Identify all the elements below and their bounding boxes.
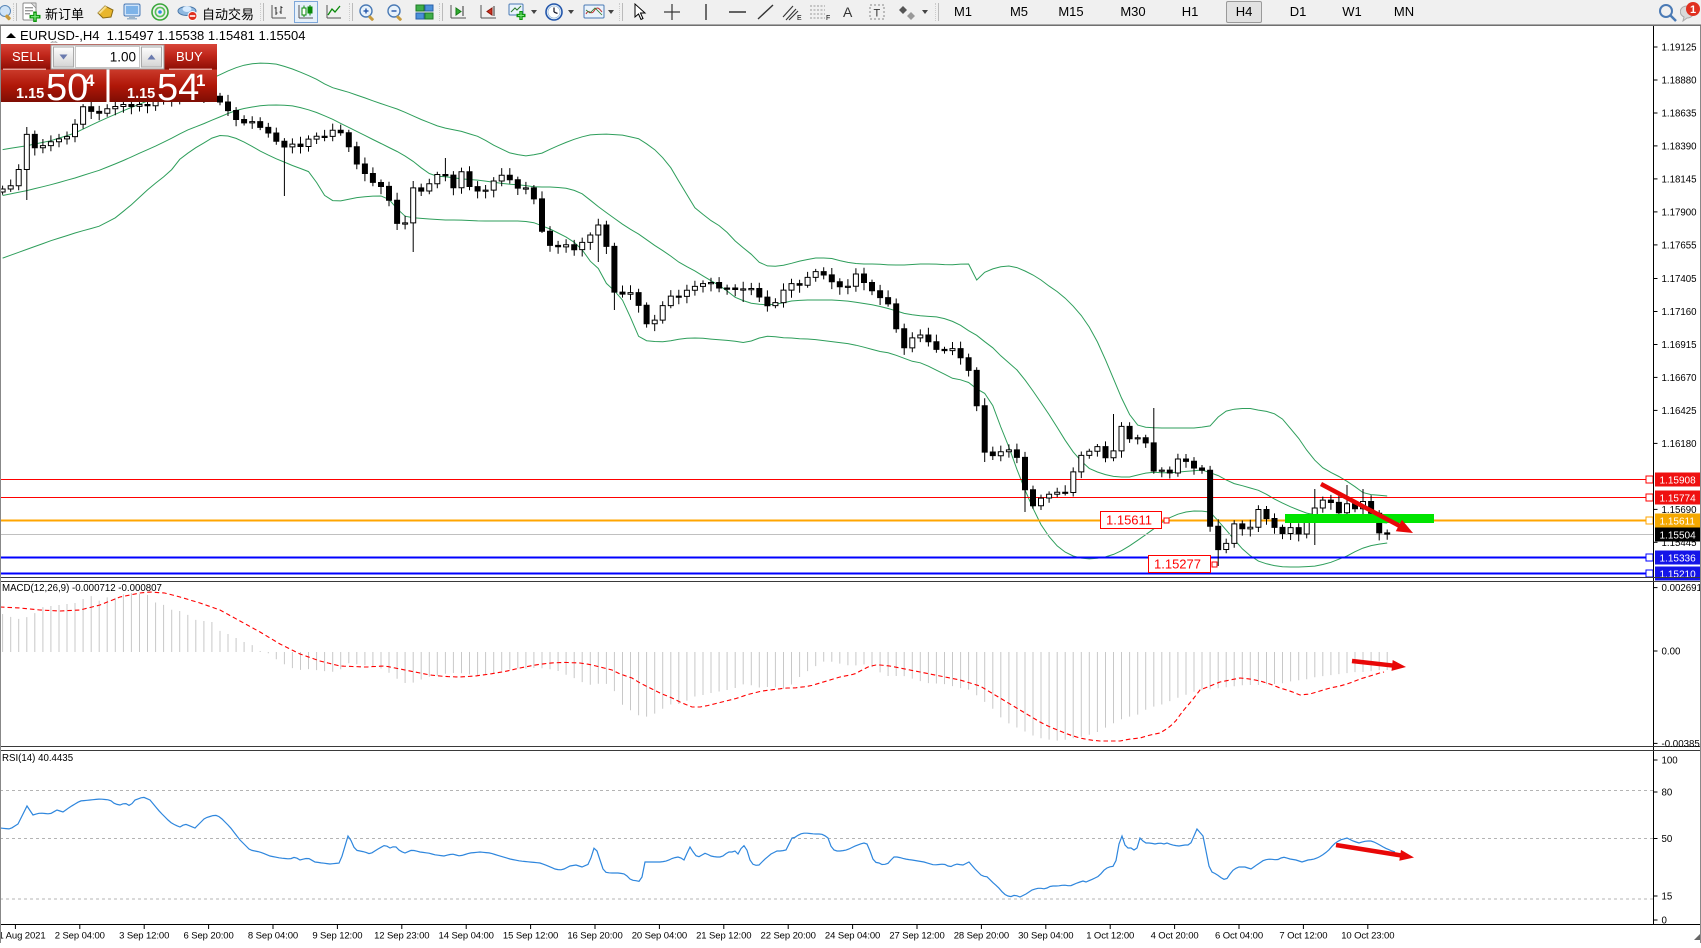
- svg-text:MACD(12,26,9) -0.000712 -0.000: MACD(12,26,9) -0.000712 -0.000807: [2, 583, 162, 594]
- svg-text:1.16915: 1.16915: [1662, 340, 1697, 351]
- svg-text:1.16180: 1.16180: [1662, 439, 1698, 450]
- svg-text:22 Sep 20:00: 22 Sep 20:00: [761, 931, 816, 942]
- svg-text:1.18390: 1.18390: [1662, 141, 1698, 152]
- svg-text:1.15504: 1.15504: [1660, 531, 1697, 542]
- svg-text:20 Sep 04:00: 20 Sep 04:00: [632, 931, 687, 942]
- svg-text:14 Sep 04:00: 14 Sep 04:00: [439, 931, 494, 942]
- svg-text:1.15611: 1.15611: [1660, 517, 1696, 528]
- svg-text:1.19125: 1.19125: [1662, 43, 1697, 54]
- svg-text:28 Sep 20:00: 28 Sep 20:00: [954, 931, 1009, 942]
- svg-text:2 Sep 04:00: 2 Sep 04:00: [55, 931, 105, 942]
- svg-text:1.15908: 1.15908: [1660, 476, 1697, 487]
- svg-text:1.17160: 1.17160: [1662, 307, 1698, 318]
- svg-text:E: E: [797, 15, 802, 21]
- svg-text:1.15611: 1.15611: [1106, 513, 1152, 528]
- svg-text:-0.00385: -0.00385: [1662, 739, 1700, 750]
- svg-text:1.15336: 1.15336: [1660, 554, 1697, 565]
- svg-text:8 Sep 04:00: 8 Sep 04:00: [248, 931, 298, 942]
- svg-text:3 Sep 12:00: 3 Sep 12:00: [119, 931, 169, 942]
- svg-text:1.15210: 1.15210: [1660, 570, 1697, 581]
- svg-text:0: 0: [1662, 916, 1668, 927]
- svg-text:50: 50: [1662, 834, 1673, 845]
- svg-text:1.15277: 1.15277: [1154, 557, 1201, 572]
- svg-text:9 Sep 12:00: 9 Sep 12:00: [312, 931, 362, 942]
- svg-text:1: 1: [1690, 4, 1696, 16]
- svg-text:1.17900: 1.17900: [1662, 207, 1698, 218]
- svg-text:4: 4: [85, 71, 95, 90]
- svg-text:1.18880: 1.18880: [1662, 76, 1698, 87]
- svg-text:SELL: SELL: [12, 49, 44, 64]
- svg-text:F: F: [826, 15, 830, 21]
- svg-text:1.18635: 1.18635: [1662, 109, 1697, 120]
- svg-text:24 Sep 04:00: 24 Sep 04:00: [825, 931, 880, 942]
- svg-text:1.15: 1.15: [16, 86, 44, 102]
- svg-text:1 Oct 12:00: 1 Oct 12:00: [1086, 931, 1134, 942]
- svg-text:100: 100: [1662, 756, 1679, 767]
- svg-text:1.16425: 1.16425: [1662, 406, 1697, 417]
- svg-text:RSI(14) 40.4435: RSI(14) 40.4435: [2, 753, 73, 764]
- svg-text:21 Sep 12:00: 21 Sep 12:00: [696, 931, 751, 942]
- svg-text:10 Oct 23:00: 10 Oct 23:00: [1341, 931, 1394, 942]
- svg-text:1.18145: 1.18145: [1662, 174, 1697, 185]
- svg-text:1.17405: 1.17405: [1662, 274, 1697, 285]
- svg-text:6 Oct 04:00: 6 Oct 04:00: [1215, 931, 1263, 942]
- svg-text:31 Aug 2021: 31 Aug 2021: [0, 931, 46, 942]
- svg-text:15: 15: [1662, 892, 1673, 903]
- svg-text:4 Oct 20:00: 4 Oct 20:00: [1151, 931, 1199, 942]
- svg-text:6 Sep 20:00: 6 Sep 20:00: [184, 931, 234, 942]
- svg-text:50: 50: [46, 67, 88, 103]
- svg-text:T: T: [874, 8, 881, 20]
- svg-text:12 Sep 23:00: 12 Sep 23:00: [374, 931, 429, 942]
- svg-text:0.00: 0.00: [1662, 647, 1681, 658]
- svg-text:16 Sep 20:00: 16 Sep 20:00: [567, 931, 622, 942]
- svg-text:30 Sep 04:00: 30 Sep 04:00: [1018, 931, 1073, 942]
- svg-text:15 Sep 12:00: 15 Sep 12:00: [503, 931, 558, 942]
- svg-text:27 Sep 12:00: 27 Sep 12:00: [889, 931, 944, 942]
- svg-text:1.17655: 1.17655: [1662, 240, 1697, 251]
- svg-text:1.00: 1.00: [110, 50, 136, 65]
- svg-text:1: 1: [196, 71, 205, 90]
- svg-text:BUY: BUY: [176, 49, 203, 64]
- svg-text:0.002691: 0.002691: [1662, 583, 1701, 594]
- svg-text:1.16670: 1.16670: [1662, 373, 1698, 384]
- svg-text:54: 54: [157, 67, 199, 103]
- svg-text:1.15: 1.15: [127, 86, 155, 102]
- svg-text:1.15774: 1.15774: [1660, 494, 1697, 505]
- svg-text:80: 80: [1662, 788, 1673, 799]
- svg-text:7 Oct 12:00: 7 Oct 12:00: [1279, 931, 1327, 942]
